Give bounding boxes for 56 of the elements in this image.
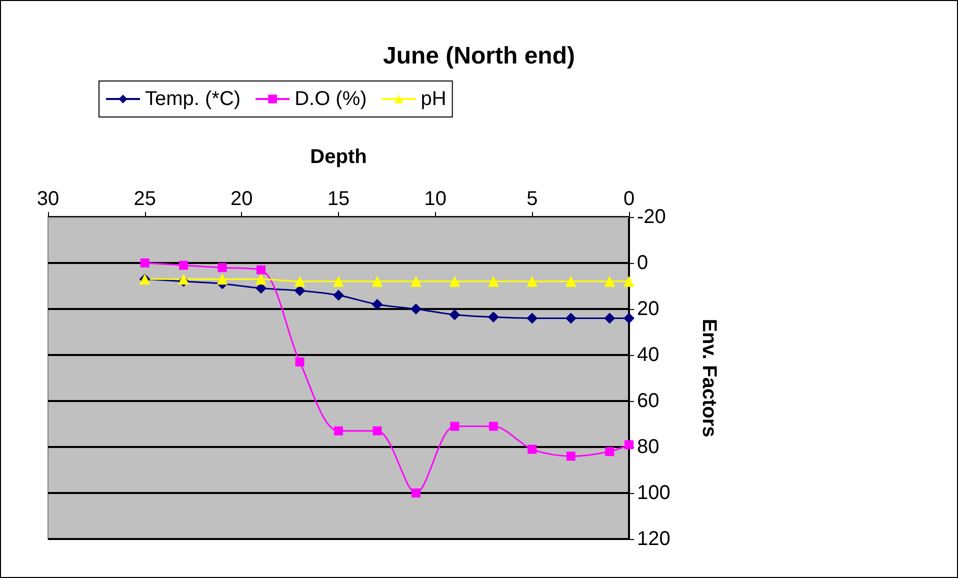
point — [372, 298, 383, 310]
point — [488, 312, 499, 323]
point — [528, 444, 537, 454]
point — [624, 312, 634, 324]
y-tick-label: 100 — [637, 482, 670, 504]
point — [294, 276, 306, 287]
point — [624, 276, 634, 287]
point — [488, 276, 499, 287]
y-tick-label: 80 — [637, 436, 660, 458]
point — [450, 422, 460, 431]
y-tick-label: 20 — [637, 298, 660, 320]
point — [410, 304, 422, 314]
point — [294, 285, 306, 296]
point — [565, 276, 576, 287]
x-tick-label: 10 — [424, 188, 446, 210]
point — [605, 447, 614, 456]
y-tick-label: 40 — [637, 344, 660, 366]
point — [334, 426, 343, 436]
point — [372, 276, 383, 287]
point — [256, 274, 267, 285]
y-axis-title: Env. Factors — [698, 318, 720, 438]
point — [566, 452, 576, 461]
chart-title: June (North end) — [383, 42, 575, 70]
point — [449, 309, 460, 320]
point — [372, 426, 382, 436]
x-tick-label: 25 — [134, 188, 156, 210]
y-tick-label: 0 — [637, 252, 648, 274]
point — [526, 312, 538, 324]
x-tick-label: 30 — [36, 188, 60, 210]
point — [140, 258, 150, 268]
legend-label: Temp. (*C) — [145, 88, 241, 110]
point — [333, 290, 344, 301]
x-tick-label: 20 — [230, 188, 253, 210]
legend-label: D.O (%) — [294, 88, 367, 110]
x-axis-title: Depth — [310, 146, 367, 168]
point — [411, 488, 420, 498]
point — [526, 276, 538, 287]
point — [256, 265, 266, 274]
point — [410, 276, 422, 287]
point — [604, 276, 616, 287]
point — [179, 260, 188, 270]
y-tick-label: -20 — [637, 206, 666, 228]
x-tick-label: 15 — [327, 188, 350, 210]
point — [216, 274, 228, 285]
point — [565, 312, 576, 324]
point — [295, 357, 304, 366]
x-tick-label: 5 — [526, 188, 538, 210]
point — [218, 263, 227, 272]
y-tick-label: 60 — [637, 390, 660, 412]
y-tick-label: 120 — [637, 528, 670, 550]
legend-label: pH — [420, 88, 446, 110]
x-tick-label: 0 — [623, 188, 635, 210]
point — [488, 422, 498, 431]
point — [333, 276, 344, 287]
point — [449, 276, 460, 287]
point — [604, 312, 616, 324]
